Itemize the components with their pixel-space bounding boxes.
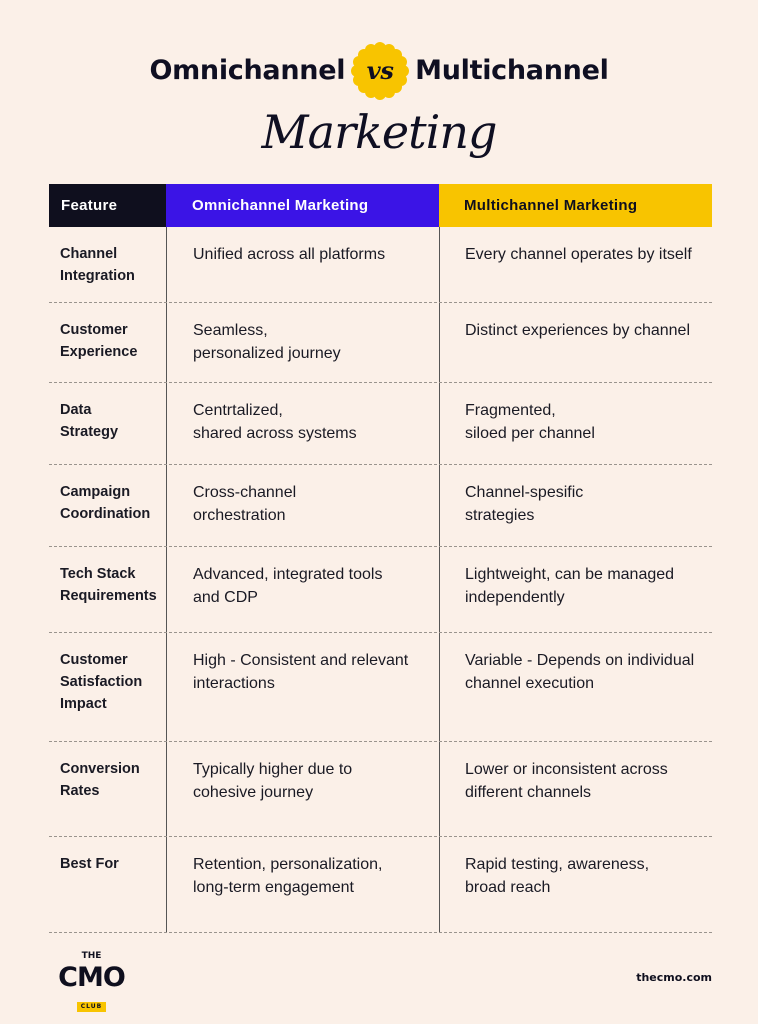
omnichannel-cell: Seamless, personalized journey (166, 303, 439, 382)
multichannel-cell: Rapid testing, awareness, broad reach (439, 837, 712, 932)
feature-cell: Conversion Rates (60, 761, 140, 799)
feature-cell: Customer Satisfaction Impact (60, 652, 143, 712)
comparison-table: Feature Omnichannel Marketing Multichann… (49, 184, 712, 933)
table-row: Tech Stack Requirements Advanced, integra… (49, 547, 712, 633)
feature-cell: Data Strategy (60, 402, 119, 440)
page-title: Omnichannel vs Multichannel (0, 42, 758, 100)
title-multichannel: Multichannel (415, 55, 609, 86)
multichannel-cell: Channel-spesific strategies (439, 465, 712, 546)
table-header: Feature Omnichannel Marketing Multichann… (49, 184, 712, 227)
title-omnichannel: Omnichannel (149, 55, 346, 86)
table-row: Conversion Rates Typically higher due to … (49, 742, 712, 837)
feature-cell: Customer Experience (60, 322, 138, 360)
vs-text: vs (366, 56, 394, 85)
multichannel-cell: Distinct experiences by channel (439, 303, 712, 382)
multichannel-cell: Every channel operates by itself (439, 227, 712, 302)
multichannel-cell: Variable - Depends on individual channel… (439, 633, 712, 741)
omnichannel-cell: Retention, personalization, long-term en… (166, 837, 439, 932)
table-row: Campaign Coordination Cross-channel orche… (49, 465, 712, 547)
logo-club: CLUB (76, 1002, 107, 1012)
subtitle-marketing: Marketing (261, 105, 498, 159)
table-row: Customer Experience Seamless, personalize… (49, 303, 712, 383)
feature-cell: Channel Integration (60, 246, 135, 284)
table-row: Best For Retention, personalization, long… (49, 837, 712, 933)
table-body: Channel Integration Unified across all pl… (49, 227, 712, 933)
multichannel-cell: Fragmented, siloed per channel (439, 383, 712, 464)
multichannel-cell: Lower or inconsistent across different c… (439, 742, 712, 836)
website-url: thecmo.com (636, 971, 712, 984)
logo-cmo: CMO (58, 962, 126, 993)
table-row: Channel Integration Unified across all pl… (49, 227, 712, 303)
vs-badge: vs (351, 42, 410, 100)
header-feature: Feature (49, 184, 166, 227)
omnichannel-cell: Cross-channel orchestration (166, 465, 439, 546)
table-row: Customer Satisfaction Impact High - Consi… (49, 633, 712, 742)
table-row: Data Strategy Centrtalized, shared across… (49, 383, 712, 465)
omnichannel-cell: Centrtalized, shared across systems (166, 383, 439, 464)
omnichannel-cell: Advanced, integrated tools and CDP (166, 547, 439, 632)
feature-cell: Campaign Coordination (60, 484, 151, 522)
multichannel-cell: Lightweight, can be managed independentl… (439, 547, 712, 632)
logo-the: THE (81, 951, 102, 961)
omnichannel-cell: Unified across all platforms (166, 227, 439, 302)
cmo-club-logo: THE CMO CLUB (54, 950, 129, 1012)
feature-cell: Tech Stack Requirements (60, 566, 157, 604)
scalloped-badge-icon (351, 42, 410, 100)
feature-cell: Best For (60, 856, 119, 872)
header-multichannel: Multichannel Marketing (439, 184, 712, 227)
omnichannel-cell: Typically higher due to cohesive journey (166, 742, 439, 836)
omnichannel-cell: High - Consistent and relevant interacti… (166, 633, 439, 741)
header-omnichannel: Omnichannel Marketing (166, 184, 439, 227)
